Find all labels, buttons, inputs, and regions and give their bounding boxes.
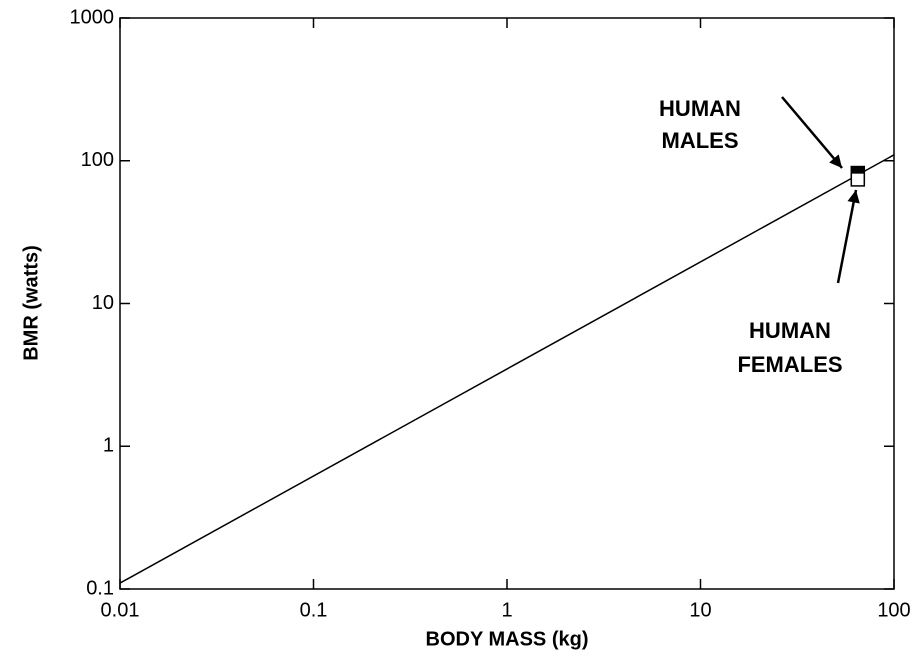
x-tick-label: 0.01	[101, 599, 140, 621]
x-tick-label: 100	[877, 599, 910, 621]
annotation-text: HUMAN	[749, 318, 831, 343]
plot-frame	[119, 17, 895, 590]
annotation-text: HUMAN	[659, 96, 741, 121]
x-tick-label: 0.1	[300, 599, 328, 621]
y-axis-label: BMR (watts)	[20, 245, 42, 361]
y-tick-label: 1000	[70, 6, 115, 28]
x-axis-label: BODY MASS (kg)	[426, 628, 589, 650]
y-tick-label: 10	[92, 292, 114, 314]
y-tick-label: 1	[103, 435, 114, 457]
annotation-text: FEMALES	[737, 352, 842, 377]
data-point	[850, 172, 866, 187]
y-tick-label: 100	[81, 149, 114, 171]
x-tick-label: 10	[689, 599, 711, 621]
fit-line	[119, 154, 895, 584]
annotation-arrow	[781, 96, 843, 169]
x-tick-label: 1	[501, 599, 512, 621]
annotation-text: MALES	[662, 128, 739, 153]
annotation-arrow	[836, 189, 860, 284]
y-tick-label: 0.1	[86, 577, 114, 599]
